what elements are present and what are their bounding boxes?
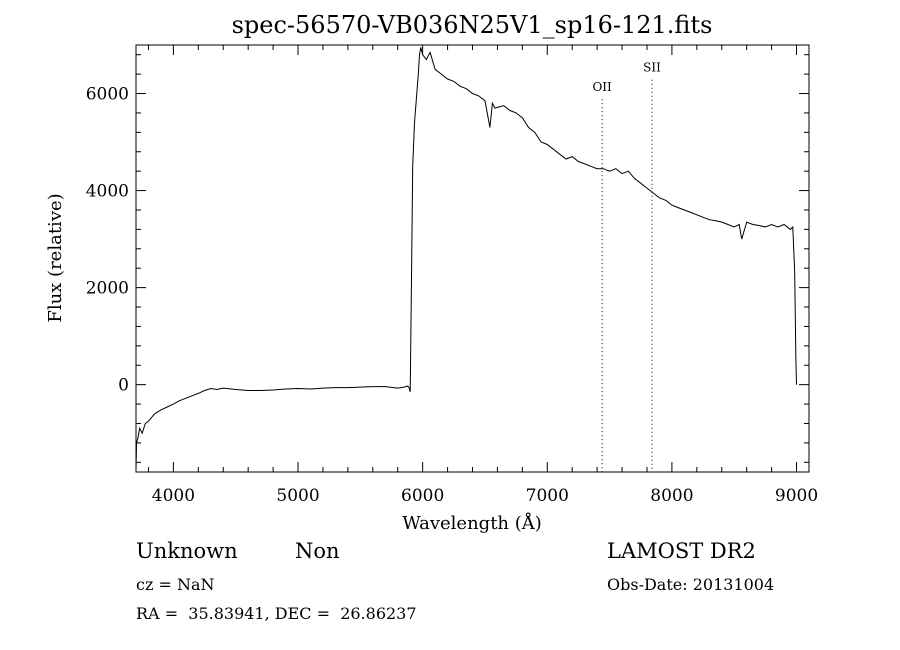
x-tick-label: 7000 <box>526 486 569 506</box>
subclass: Non <box>295 539 340 563</box>
plot-axes: 4000 5000 6000 7000 8000 9000 0 2000 4000 6000 <box>86 45 818 506</box>
y-tick-label: 4000 <box>86 182 129 202</box>
line-annotations: OII SII <box>592 61 661 472</box>
annotation-label: OII <box>592 80 612 94</box>
y-tick-label: 2000 <box>86 279 129 299</box>
chart-title: spec-56570-VB036N25V1_sp16-121.fits <box>232 11 713 39</box>
coordinates: RA = 35.83941, DEC = 26.86237 <box>136 604 417 623</box>
y-axis-label: Flux (relative) <box>45 193 66 322</box>
x-tick-label: 9000 <box>775 486 818 506</box>
x-tick-label: 8000 <box>650 486 693 506</box>
x-tick-label: 5000 <box>276 486 319 506</box>
y-tick-label: 6000 <box>86 85 129 105</box>
obs-date: Obs-Date: 20131004 <box>607 575 775 594</box>
spectrum-line <box>135 47 797 470</box>
x-tick-label: 4000 <box>152 486 195 506</box>
redshift-cz: cz = NaN <box>136 575 215 594</box>
spectrum-chart: spec-56570-VB036N25V1_sp16-121.fits 4000… <box>45 11 818 534</box>
survey-name: LAMOST DR2 <box>607 539 756 563</box>
plot-frame <box>135 44 810 473</box>
annotation-label: SII <box>643 61 661 75</box>
object-class: Unknown <box>136 539 238 563</box>
x-tick-label: 6000 <box>401 486 444 506</box>
y-tick-label: 0 <box>118 376 129 396</box>
x-axis-label: Wavelength (Å) <box>402 512 542 534</box>
